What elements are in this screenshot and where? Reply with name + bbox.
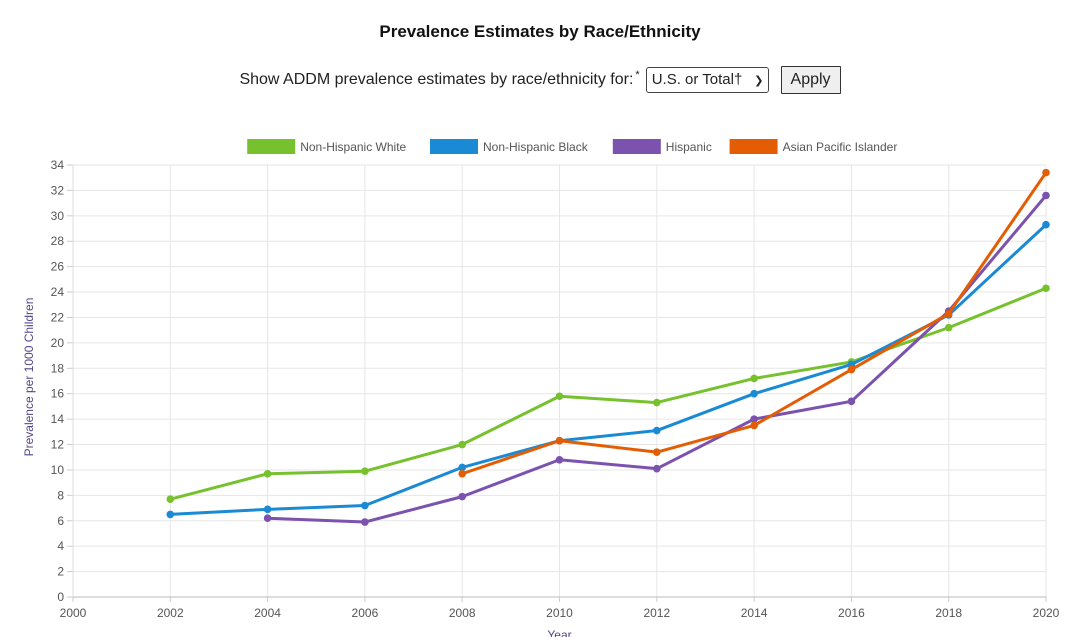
y-tick-label: 16: [51, 387, 65, 401]
y-tick-label: 12: [51, 438, 65, 452]
x-tick-label: 2018: [935, 606, 962, 620]
x-tick-label: 2008: [449, 606, 476, 620]
series-line: [169, 286, 1047, 501]
y-tick-label: 8: [57, 488, 64, 502]
data-point: [458, 469, 467, 478]
data-point: [653, 464, 661, 473]
y-tick-label: 18: [51, 361, 65, 375]
data-point: [1042, 284, 1050, 293]
data-point: [750, 374, 758, 383]
x-tick-label: 2012: [643, 606, 670, 620]
data-point: [1042, 191, 1050, 200]
x-tick-label: 2000: [60, 606, 87, 620]
y-tick-label: 20: [51, 336, 65, 350]
data-point: [750, 421, 758, 430]
data-point: [555, 392, 564, 401]
legend-swatch: [430, 139, 478, 154]
data-point: [263, 505, 272, 514]
x-tick-label: 2002: [157, 606, 184, 620]
y-tick-label: 32: [51, 183, 65, 197]
x-tick-label: 2004: [254, 606, 281, 620]
data-point: [361, 467, 369, 476]
data-point: [944, 309, 953, 318]
data-point: [653, 448, 661, 456]
chart-legend: Non-Hispanic White Non-Hispanic Black Hisp…: [247, 139, 897, 154]
chart-grid: [72, 164, 1047, 598]
data-point: [361, 518, 369, 526]
legend-swatch: [612, 139, 661, 154]
y-tick-label: 30: [51, 209, 65, 223]
y-tick-label: 28: [51, 234, 65, 248]
data-point: [458, 440, 467, 449]
x-tick-label: 2016: [838, 606, 865, 620]
y-tick-label: 34: [51, 158, 65, 172]
select-value: U.S. or Total†: [651, 71, 743, 88]
chevron-down-icon: ❯: [754, 75, 764, 87]
legend-swatch: [247, 139, 296, 154]
data-point: [750, 415, 758, 423]
x-tick-label: 2014: [741, 606, 768, 620]
data-point: [263, 514, 272, 523]
chart-series: [166, 168, 1050, 526]
x-tick-label: 2010: [546, 606, 573, 620]
y-tick-label: 22: [51, 310, 65, 324]
y-tick-label: 0: [57, 590, 64, 604]
legend-label: Non-Hispanic White: [300, 140, 406, 154]
x-tick-label: 2020: [1033, 606, 1060, 620]
legend-label: Hispanic: [666, 140, 712, 154]
data-point: [555, 436, 564, 445]
required-asterisk: *: [635, 68, 640, 81]
data-point: [458, 463, 467, 472]
data-point: [653, 426, 661, 435]
data-point: [166, 495, 175, 503]
y-tick-label: 4: [57, 539, 64, 553]
series-line: [170, 223, 1048, 516]
data-point: [361, 501, 369, 510]
data-point: [847, 365, 856, 374]
y-tick-label: 14: [51, 412, 65, 426]
apply-button[interactable]: Apply: [780, 66, 841, 94]
data-point: [750, 389, 758, 398]
legend-label: Asian Pacific Islander: [783, 140, 898, 154]
page-title: Prevalence Estimates by Race/Ethnicity: [379, 22, 701, 41]
y-axis-title: Prevalence per 1000 Children: [22, 298, 36, 457]
y-tick-label: 10: [51, 463, 65, 477]
filter-label: Show ADDM prevalence estimates by race/e…: [239, 71, 634, 88]
data-point: [653, 398, 661, 407]
data-point: [166, 510, 175, 519]
filter-controls: Show ADDM prevalence estimates by race/e…: [0, 66, 1080, 94]
legend-swatch: [729, 139, 778, 154]
y-tick-label: 24: [51, 285, 65, 299]
legend-label: Non-Hispanic Black: [483, 140, 589, 154]
data-point: [944, 323, 953, 332]
y-tick-label: 26: [51, 260, 65, 274]
data-point: [847, 397, 856, 406]
data-point: [458, 492, 467, 501]
y-tick-label: 2: [57, 565, 64, 579]
race-ethnicity-select[interactable]: U.S. or Total† ❯: [645, 67, 769, 93]
data-point: [1042, 220, 1050, 229]
x-tick-label: 2006: [352, 606, 379, 620]
y-tick-label: 6: [57, 514, 64, 528]
data-point: [555, 455, 564, 464]
x-axis-title: Year: [547, 628, 571, 637]
data-point: [1042, 168, 1050, 177]
data-point: [263, 469, 272, 478]
